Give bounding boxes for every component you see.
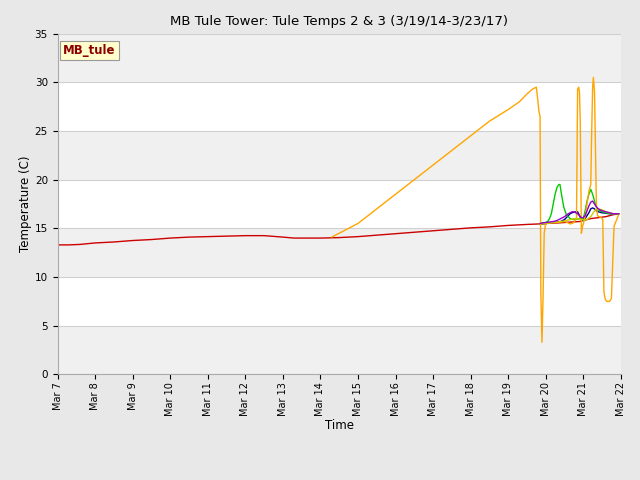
Bar — [58, 326, 621, 374]
Bar — [58, 277, 621, 326]
X-axis label: Time: Time — [324, 419, 354, 432]
Text: MB_tule: MB_tule — [63, 44, 116, 57]
Bar — [58, 180, 621, 228]
Title: MB Tule Tower: Tule Temps 2 & 3 (3/19/14-3/23/17): MB Tule Tower: Tule Temps 2 & 3 (3/19/14… — [170, 15, 508, 28]
Y-axis label: Temperature (C): Temperature (C) — [19, 156, 32, 252]
Bar — [58, 34, 621, 82]
Bar — [58, 228, 621, 277]
Bar — [58, 131, 621, 180]
Bar — [58, 82, 621, 131]
